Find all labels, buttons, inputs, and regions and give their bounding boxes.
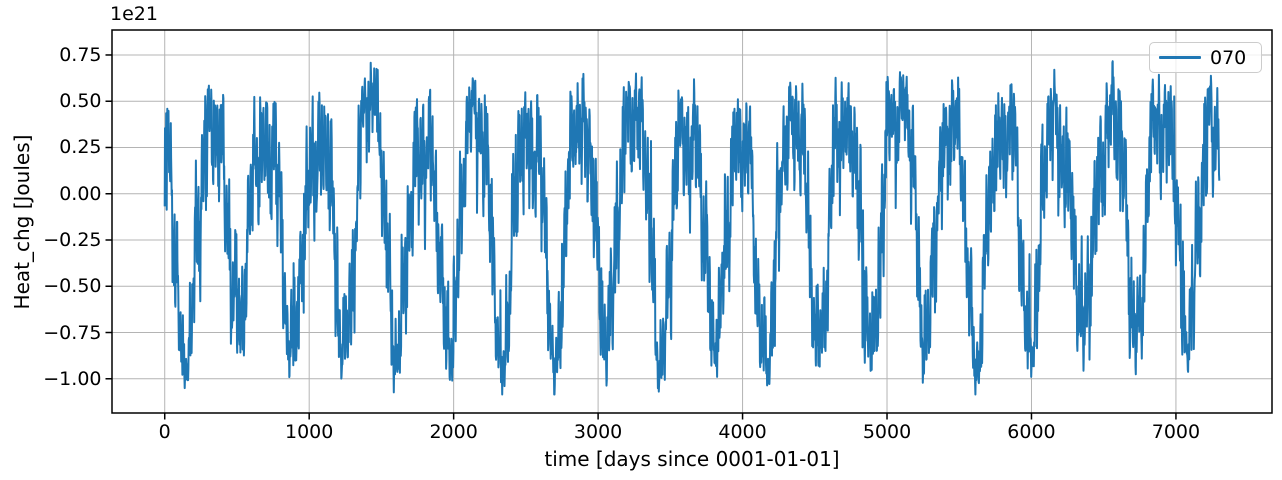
series-line-070	[163, 60, 1221, 396]
legend: 070	[1149, 42, 1262, 73]
y-tick-label: 0.25	[59, 136, 102, 159]
y-tick-label: 0.75	[59, 43, 102, 66]
x-tick-label: 7000	[1151, 421, 1201, 443]
tick-marks	[105, 54, 1177, 420]
y-tick-label: 0.50	[59, 90, 102, 113]
x-tick-label: 3000	[573, 421, 623, 443]
x-tick-label: 2000	[429, 421, 478, 443]
y-tick-label: 0.00	[59, 182, 102, 205]
y-tick-label: −0.75	[43, 321, 102, 344]
x-tick-label: 1000	[284, 421, 334, 443]
x-axis-label: time [days since 0001-01-01]	[544, 447, 840, 471]
x-tick-label: 0	[158, 421, 171, 443]
y-axis-offset-text: 1e21	[110, 3, 158, 25]
x-tick-label: 6000	[1007, 421, 1056, 443]
y-tick-label: −0.50	[43, 275, 102, 298]
legend-line-sample	[1159, 56, 1201, 59]
x-tick-label: 5000	[862, 421, 912, 443]
y-tick-label: −0.25	[43, 229, 102, 251]
legend-entry-label: 070	[1210, 46, 1247, 69]
x-tick-label: 4000	[718, 421, 767, 443]
axes-spines	[111, 29, 1273, 414]
y-tick-label: −1.00	[43, 367, 102, 390]
